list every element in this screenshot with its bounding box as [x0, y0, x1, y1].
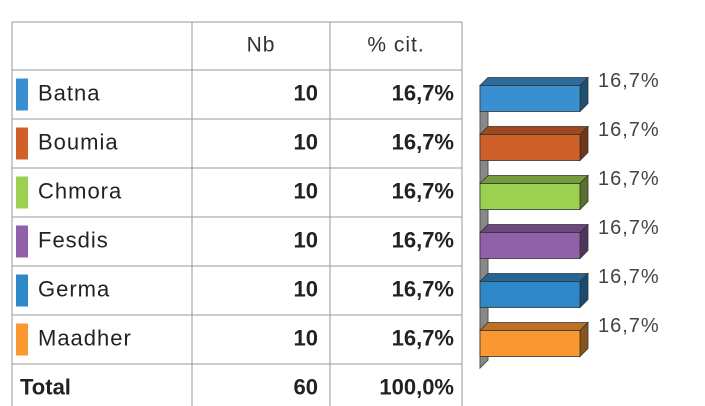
bar-label: 16,7% [598, 315, 660, 337]
color-swatch [16, 323, 28, 356]
bar-face [479, 183, 581, 210]
total-pct: 100,0% [379, 374, 454, 399]
bar [479, 174, 589, 211]
bar [479, 223, 589, 260]
bar [479, 272, 589, 309]
bar-face [479, 126, 589, 135]
row-label: Batna [38, 80, 101, 105]
bar-face [479, 85, 581, 112]
bar-face [479, 175, 589, 184]
column-header: Nb [247, 34, 276, 57]
bar-face [479, 281, 581, 308]
pct-cell: 16,7% [392, 129, 454, 154]
bar-label: 16,7% [598, 266, 660, 288]
row-label: Boumia [38, 129, 119, 154]
bar-label: 16,7% [598, 119, 660, 141]
nb-cell: 10 [294, 325, 318, 350]
pct-cell: 16,7% [392, 178, 454, 203]
bar [479, 125, 589, 162]
nb-cell: 10 [294, 227, 318, 252]
total-label: Total [20, 374, 71, 399]
row-label: Germa [38, 276, 110, 301]
pct-cell: 16,7% [392, 276, 454, 301]
nb-cell: 10 [294, 276, 318, 301]
color-swatch [16, 127, 28, 160]
bar-face [479, 224, 589, 233]
nb-cell: 10 [294, 178, 318, 203]
color-swatch [16, 225, 28, 258]
pct-cell: 16,7% [392, 80, 454, 105]
bar-face [479, 232, 581, 259]
nb-cell: 10 [294, 80, 318, 105]
bar-face [479, 134, 581, 161]
bar-face [479, 77, 589, 86]
pct-cell: 16,7% [392, 227, 454, 252]
color-swatch [16, 274, 28, 307]
bar [479, 76, 589, 113]
column-header: % cit. [367, 34, 424, 57]
total-nb: 60 [294, 374, 318, 399]
bar-label: 16,7% [598, 217, 660, 239]
nb-cell: 10 [294, 129, 318, 154]
bar-label: 16,7% [598, 70, 660, 92]
row-label: Maadher [38, 325, 132, 350]
color-swatch [16, 78, 28, 111]
bar-face [479, 330, 581, 357]
bar-label: 16,7% [598, 168, 660, 190]
bar [479, 321, 589, 358]
bar-face [479, 322, 589, 331]
pct-cell: 16,7% [392, 325, 454, 350]
color-swatch [16, 176, 28, 209]
row-label: Fesdis [38, 227, 109, 252]
bar-face [479, 273, 589, 282]
row-label: Chmora [38, 178, 122, 203]
